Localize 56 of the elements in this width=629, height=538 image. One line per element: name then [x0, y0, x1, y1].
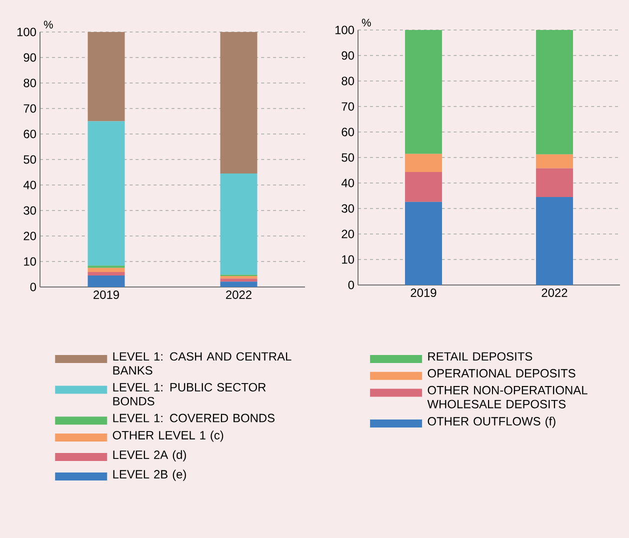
legend-label: LEVEL 1: CASH AND CENTRAL BANKS	[113, 352, 292, 375]
y-tick-label: 40	[23, 180, 36, 190]
bar	[536, 30, 574, 154]
y-axis-title: %	[44, 20, 53, 28]
bar	[88, 268, 125, 272]
y-tick-label: 20	[342, 230, 354, 238]
y-tick-label: 10	[342, 255, 354, 264]
legend-label: RETAIL DEPOSITS	[428, 352, 532, 361]
legend-label: LEVEL 1: COVERED BONDS	[113, 414, 275, 422]
legend-label: LEVEL 1: PUBLIC SECTOR BONDS	[113, 383, 266, 406]
y-tick-label: 40	[341, 178, 354, 188]
y-tick-label: 60	[24, 130, 36, 138]
y-tick-label: 100	[17, 28, 36, 36]
bar	[536, 197, 574, 285]
y-tick-label: 100	[335, 26, 354, 34]
bar	[220, 282, 258, 287]
y-tick-label: 50	[342, 153, 354, 162]
x-tick-label: 2022	[542, 288, 568, 297]
bar	[220, 278, 258, 282]
x-tick-label: 2019	[410, 288, 436, 297]
y-tick-label: 70	[342, 102, 354, 111]
bar	[405, 30, 442, 154]
y-tick-label: 10	[24, 257, 36, 266]
legend-label: OPERATIONAL DEPOSITS	[428, 369, 576, 378]
x-tick-label: 2022	[226, 290, 252, 299]
bar	[88, 272, 125, 276]
bar	[405, 154, 442, 172]
bar	[220, 174, 258, 275]
y-tick-label: 80	[24, 78, 36, 88]
y-tick-label: 30	[24, 206, 36, 215]
bar	[536, 154, 574, 168]
bar	[405, 202, 442, 285]
legend-label: OTHER NON-OPERATIONAL WHOLESALE DEPOSITS	[427, 386, 588, 408]
y-tick-label: 20	[24, 232, 36, 240]
legend-label: LEVEL 2B (e)	[113, 470, 186, 481]
y-tick-label: 70	[24, 104, 36, 113]
bar	[405, 172, 442, 202]
y-tick-label: 80	[342, 76, 354, 86]
bar	[88, 276, 125, 287]
legend-label: OTHER LEVEL 1 (c)	[112, 430, 224, 442]
y-tick-label: 0	[30, 282, 36, 292]
y-tick-label: 90	[24, 53, 36, 62]
y-tick-label: 50	[24, 155, 36, 164]
y-tick-label: 0	[348, 280, 354, 290]
bar	[88, 32, 125, 122]
bar	[220, 32, 258, 174]
bar	[88, 121, 125, 266]
y-axis-title: %	[362, 18, 371, 26]
y-tick-label: 30	[342, 204, 354, 213]
legend-label: OTHER OUTFLOWS (f)	[428, 416, 556, 428]
y-tick-label: 60	[342, 128, 354, 136]
y-tick-label: 90	[342, 51, 354, 60]
legend-label: LEVEL 2A (d)	[113, 450, 186, 462]
bar	[536, 168, 574, 198]
x-tick-label: 2019	[94, 290, 119, 299]
bar	[220, 276, 258, 279]
